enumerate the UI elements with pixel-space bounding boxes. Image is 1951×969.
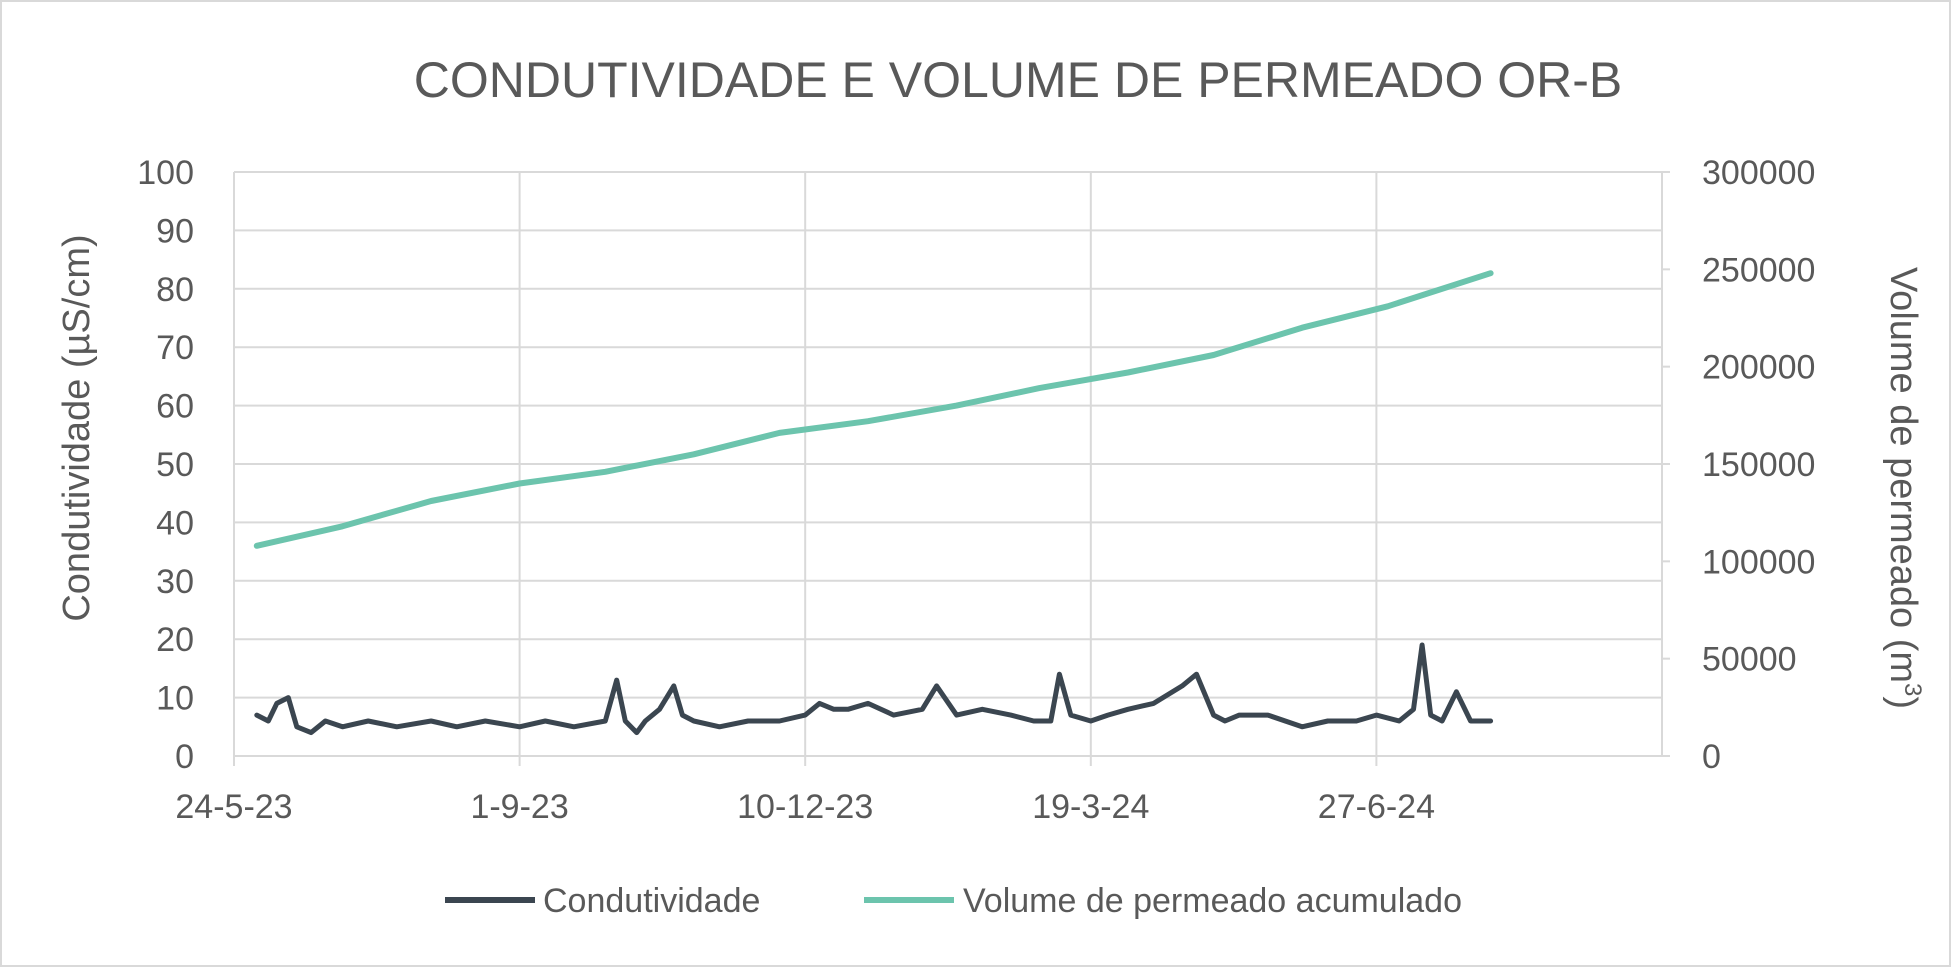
y-tick-label: 80 [156, 271, 194, 309]
y-tick-label: 60 [156, 388, 194, 426]
y-tick-label: 40 [156, 504, 194, 542]
legend-label-conductivity: Condutividade [543, 882, 760, 920]
legend-label-volume: Volume de permeado acumulado [963, 882, 1462, 920]
y2-tick-label: 50000 [1702, 641, 1797, 679]
series-layer [253, 270, 1494, 736]
y-tick-label: 90 [156, 212, 194, 250]
x-tick-label: 27-6-24 [1318, 788, 1435, 826]
grid-layer [233, 171, 1670, 766]
series-line-conductivity [254, 642, 1494, 736]
y2-tick-label: 300000 [1702, 154, 1815, 192]
y2-tick-label: 150000 [1702, 446, 1815, 484]
legend: Condutividade Volume de permeado acumula… [445, 882, 1462, 920]
y2-tick-label: 200000 [1702, 349, 1815, 387]
x-tick-label: 1-9-23 [470, 788, 568, 826]
y2-axis-label-sup: 3 [1899, 683, 1926, 696]
y-tick-label: 70 [156, 329, 194, 367]
x-tick-label: 19-3-24 [1032, 788, 1149, 826]
y-tick-label: 30 [156, 563, 194, 601]
y-tick-label: 0 [175, 738, 194, 776]
y-tick-label: 100 [137, 154, 194, 192]
y2-tick-label: 100000 [1702, 543, 1815, 581]
x-tick-label: 10-12-23 [737, 788, 873, 826]
y-tick-label: 50 [156, 446, 194, 484]
x-tick-label: 24-5-23 [175, 788, 292, 826]
y2-axis-label-close: ) [1882, 696, 1924, 709]
chart-title: CONDUTIVIDADE E VOLUME DE PERMEADO OR-B [414, 52, 1623, 108]
y-tick-label: 20 [156, 621, 194, 659]
y2-tick-label: 250000 [1702, 251, 1815, 289]
y2-axis-label-main: Volume de permeado (m [1882, 267, 1924, 683]
y-tick-label: 10 [156, 680, 194, 718]
y2-tick-label: 0 [1702, 738, 1721, 776]
series-line-volume [253, 270, 1494, 549]
y-axis-label: Condutividade (µS/cm) [56, 234, 98, 621]
y2-axis-label: Volume de permeado (m3) [1882, 267, 1926, 709]
tick-layer: 0 10 20 30 40 50 60 70 80 90 100 0 50000 100000 150000… [137, 154, 1815, 826]
